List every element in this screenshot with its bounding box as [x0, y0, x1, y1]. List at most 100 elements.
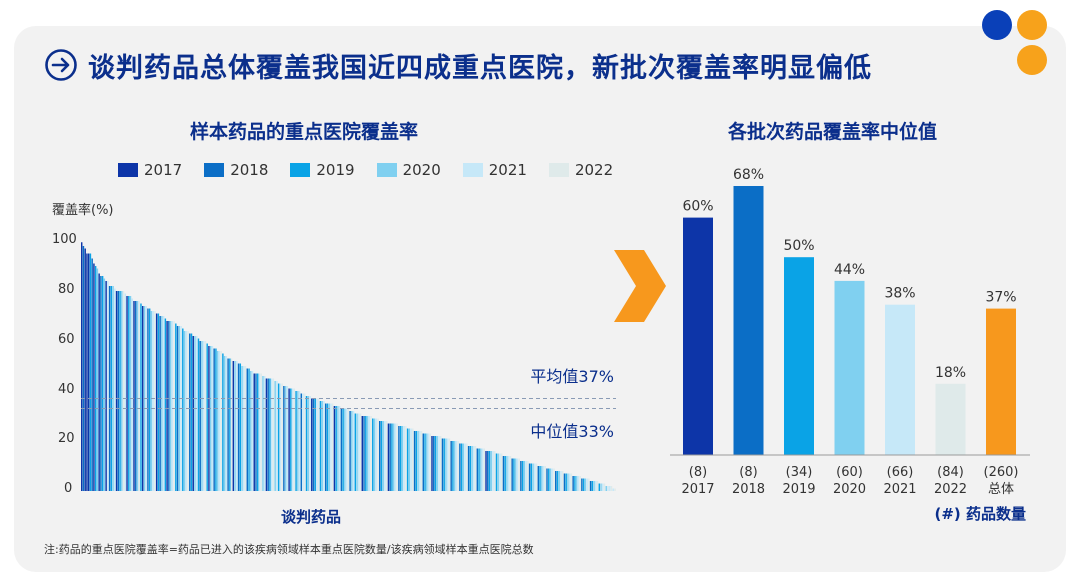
y-tick-label: 100 — [52, 232, 77, 247]
category-count-label: (60) — [836, 465, 863, 480]
coverage-bar — [115, 291, 118, 491]
coverage-bar — [122, 291, 125, 491]
coverage-bar — [593, 481, 595, 491]
coverage-bar — [446, 438, 449, 491]
coverage-bar — [328, 403, 330, 491]
coverage-bar — [537, 466, 540, 491]
coverage-bar — [445, 438, 447, 491]
coverage-bar — [148, 308, 151, 491]
legend-swatch — [204, 163, 225, 177]
coverage-bar — [138, 301, 140, 491]
coverage-bar — [236, 361, 238, 491]
coverage-bar — [385, 421, 388, 491]
coverage-bar — [379, 421, 381, 491]
coverage-bar — [159, 316, 161, 491]
coverage-bar — [185, 331, 187, 491]
coverage-bar — [263, 376, 266, 491]
coverage-bar — [387, 423, 390, 491]
coverage-bar — [114, 288, 116, 491]
coverage-bar — [269, 378, 271, 491]
y-tick-label: 40 — [58, 382, 75, 397]
coverage-bar — [284, 386, 287, 491]
coverage-bar — [480, 448, 482, 491]
coverage-bar — [560, 471, 562, 491]
coverage-bar — [237, 363, 240, 491]
coverage-bar — [314, 398, 316, 491]
coverage-bar — [358, 413, 360, 491]
coverage-bar — [244, 366, 247, 491]
coverage-bar — [443, 438, 445, 491]
coverage-bar — [518, 458, 520, 491]
coverage-bar — [141, 306, 144, 491]
legend-item-2022: 2022 — [548, 161, 613, 179]
coverage-bar — [82, 246, 85, 491]
coverage-bar — [513, 458, 515, 491]
orange-dot-icon — [1017, 10, 1047, 40]
coverage-bar — [135, 301, 137, 491]
coverage-bar — [192, 336, 194, 491]
coverage-bar — [129, 296, 132, 491]
coverage-bar — [473, 446, 475, 491]
coverage-bar — [504, 456, 506, 491]
coverage-bar — [265, 378, 268, 491]
coverage-bar — [155, 313, 158, 491]
coverage-bar — [490, 451, 492, 491]
coverage-bar — [222, 353, 224, 491]
coverage-bar — [457, 441, 459, 491]
coverage-bar — [365, 416, 367, 491]
coverage-bar — [603, 483, 606, 491]
coverage-bar — [607, 486, 609, 491]
coverage-bar — [394, 423, 397, 491]
coverage-bar — [476, 448, 479, 491]
coverage-bar — [523, 461, 526, 491]
coverage-bar — [112, 286, 114, 491]
coverage-bar — [380, 421, 383, 491]
coverage-bar — [520, 461, 522, 491]
coverage-bar — [406, 428, 409, 491]
coverage-bar — [126, 296, 128, 491]
coverage-bar — [544, 466, 546, 491]
coverage-bar — [565, 473, 567, 491]
coverage-bar — [555, 471, 557, 491]
coverage-bar — [535, 463, 538, 491]
coverage-bar — [239, 363, 242, 491]
coverage-bar — [173, 321, 175, 491]
coverage-bar — [277, 383, 280, 491]
coverage-bar — [609, 486, 611, 491]
median-bar — [784, 257, 814, 455]
coverage-bar — [274, 381, 276, 491]
category-count-label: (260) — [984, 465, 1019, 480]
coverage-bar — [251, 371, 254, 491]
coverage-bar — [337, 406, 339, 491]
coverage-bar — [347, 408, 350, 491]
coverage-bar — [229, 358, 231, 491]
category-label: 2017 — [681, 482, 714, 497]
coverage-bar — [403, 426, 405, 491]
coverage-bar — [288, 388, 290, 491]
coverage-bar — [450, 441, 452, 491]
coverage-bar — [448, 438, 451, 491]
coverage-bar — [528, 463, 531, 491]
coverage-bar — [389, 423, 391, 491]
mean-label: 平均值37% — [530, 367, 614, 386]
data-label: 18% — [935, 365, 966, 381]
coverage-bar — [209, 346, 212, 491]
coverage-bar — [216, 351, 219, 491]
coverage-bar — [600, 483, 602, 491]
coverage-bar — [189, 333, 191, 491]
coverage-bar — [286, 386, 289, 491]
coverage-bar — [182, 328, 184, 491]
coverage-bar — [521, 461, 524, 491]
coverage-bar — [497, 453, 499, 491]
coverage-bar — [276, 381, 278, 491]
coverage-bar — [401, 426, 404, 491]
coverage-bar — [481, 448, 484, 491]
coverage-bar — [157, 313, 160, 491]
coverage-bar — [166, 321, 168, 491]
coverage-bar — [304, 393, 306, 491]
coverage-bar — [81, 242, 83, 491]
coverage-bar — [291, 388, 294, 491]
legend-swatch — [290, 163, 311, 177]
